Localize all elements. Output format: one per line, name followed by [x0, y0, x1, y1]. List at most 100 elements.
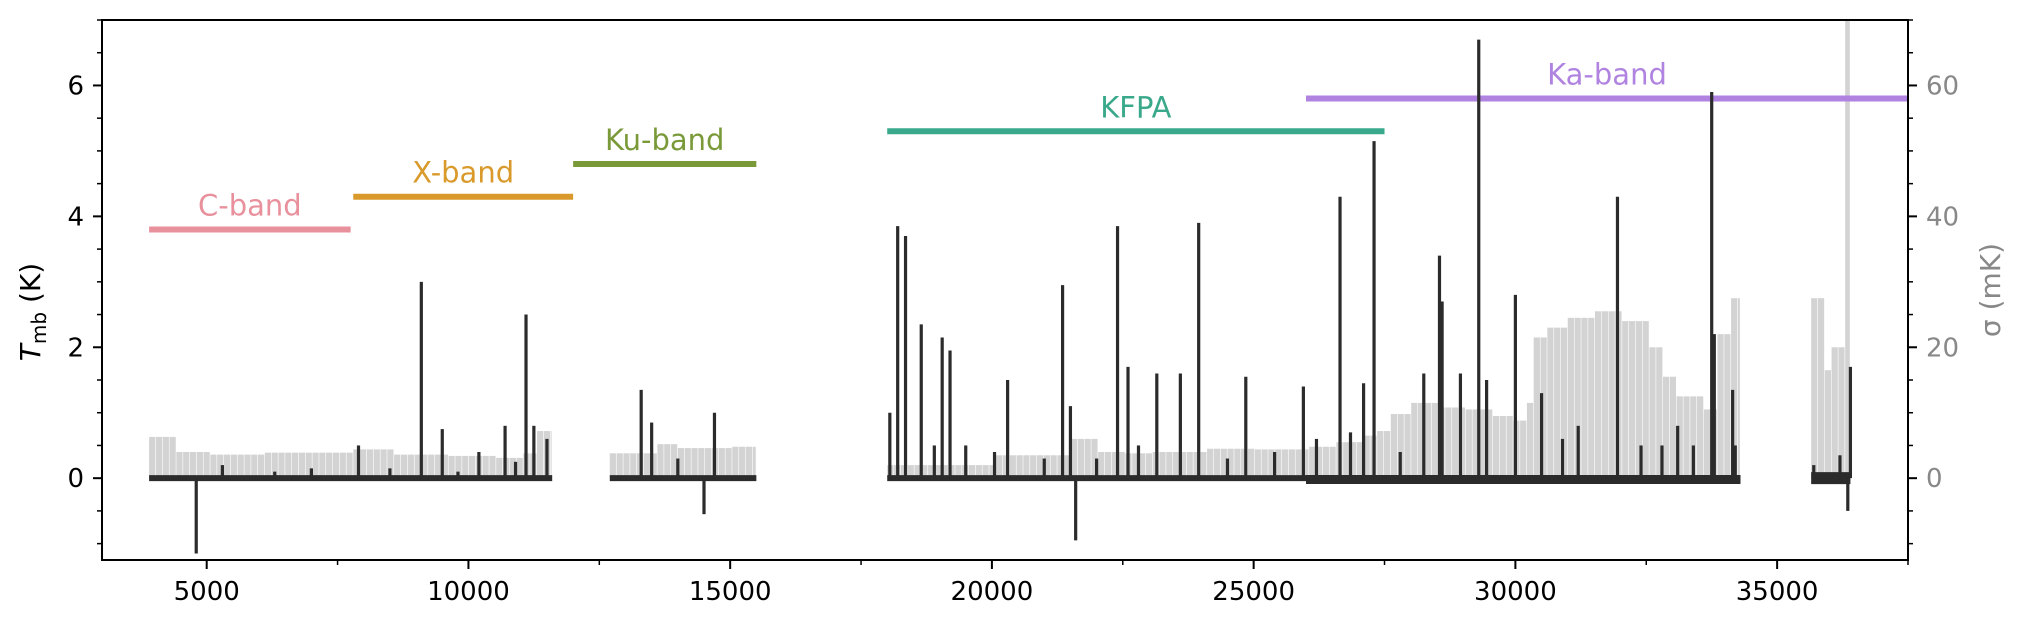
y-axis-label-main: T — [14, 342, 47, 361]
noise-bar — [1118, 452, 1125, 479]
noise-bar — [1622, 321, 1629, 479]
noise-bar — [1016, 455, 1023, 479]
noise-bar — [1683, 396, 1690, 479]
noise-bar — [1452, 407, 1459, 479]
noise-bar — [1608, 311, 1615, 479]
noise-bar — [1526, 402, 1534, 479]
y-right-tick-label: 0 — [1926, 464, 1943, 494]
noise-bar — [732, 446, 739, 479]
noise-bar — [914, 465, 921, 479]
noise-bar — [1424, 402, 1432, 479]
noise-bar — [752, 446, 756, 479]
y-tick-label: 4 — [67, 202, 84, 232]
noise-bar — [1540, 337, 1547, 479]
noise-bar — [400, 454, 408, 479]
noise-bar — [725, 448, 732, 479]
noise-bar — [1322, 446, 1329, 479]
noise-bar — [360, 449, 367, 479]
band-markers: C-band X-band Ku-band KFPA Ka-band — [149, 58, 1908, 233]
noise-bar — [1077, 438, 1084, 479]
noise-bar — [1227, 448, 1234, 479]
noise-bar — [907, 465, 914, 479]
noise-bar — [169, 436, 176, 479]
noise-bar — [387, 449, 394, 479]
noise-bar — [941, 465, 948, 479]
noise-bar — [1009, 455, 1016, 479]
noise-bar — [353, 449, 360, 479]
noise-bar — [1247, 448, 1255, 479]
noise-bar — [292, 452, 299, 479]
x-tick-label: 15000 — [689, 577, 772, 607]
noise-bar — [1817, 298, 1825, 479]
noise-bar — [257, 454, 265, 479]
noise-bar — [650, 453, 657, 479]
noise-bar — [677, 448, 685, 479]
noise-bar — [1560, 327, 1568, 479]
noise-bar — [1213, 448, 1221, 479]
noise-bar — [1043, 455, 1050, 479]
noise-bar — [1431, 402, 1438, 479]
noise-bar — [380, 449, 387, 479]
noise-bar — [1845, 20, 1850, 479]
noise-bar — [1145, 453, 1153, 479]
noise-bar — [537, 431, 544, 479]
noise-bar — [448, 455, 455, 479]
noise-bar — [900, 465, 908, 479]
plot-frame — [101, 19, 1909, 561]
noise-bar — [623, 453, 630, 479]
noise-bar — [739, 446, 746, 479]
noise-bar — [1588, 317, 1595, 479]
y-axis-label: Tmb (K) — [14, 263, 51, 361]
noise-bar — [996, 455, 1003, 479]
noise-bar — [407, 454, 414, 479]
band-label-ka-band: Ka-band — [1547, 58, 1667, 92]
band-label-x-band: X-band — [412, 156, 514, 190]
noise-bar — [319, 452, 326, 479]
x-tick-label: 25000 — [1212, 577, 1295, 607]
noise-bar — [210, 454, 217, 479]
noise-bar — [1499, 416, 1506, 479]
noise-bar — [1084, 438, 1091, 479]
y-axis-right-label: σ (mK) — [1974, 243, 2007, 337]
noise-bar — [1349, 442, 1357, 479]
noise-bar — [1445, 407, 1452, 479]
band-label-kfpa: KFPA — [1100, 90, 1171, 124]
noise-bar — [312, 452, 319, 479]
noise-bar — [1288, 449, 1295, 479]
noise-bar — [339, 452, 346, 479]
noise-bar — [1159, 452, 1166, 479]
y-axis-label-unit: (K) — [14, 263, 47, 312]
noise-bar — [1390, 414, 1398, 479]
noise-bar — [968, 465, 976, 479]
spectrum — [149, 39, 1853, 554]
y-axis-label-sub: mb — [27, 312, 51, 344]
noise-bar — [251, 454, 258, 479]
noise-bar — [1207, 448, 1214, 479]
noise-bar — [1811, 298, 1818, 479]
noise-bar — [237, 454, 244, 479]
noise-bar — [1036, 455, 1044, 479]
noise-bar — [1268, 449, 1275, 479]
noise-bar — [1173, 452, 1180, 479]
noise-bar — [1139, 453, 1146, 479]
noise-bar — [1697, 396, 1704, 479]
noise-bar — [1356, 442, 1363, 479]
noise-bar — [1547, 327, 1554, 479]
noise-bar — [1166, 452, 1173, 479]
noise-bar — [1098, 452, 1105, 479]
noise-bar — [230, 454, 237, 479]
noise-bar — [298, 452, 306, 479]
noise-bar — [183, 452, 190, 479]
x-tick-label: 30000 — [1474, 577, 1557, 607]
noise-bar — [346, 452, 353, 479]
noise-bar — [1220, 448, 1227, 479]
band-label-c-band: C-band — [198, 188, 302, 222]
noise-bar — [955, 465, 962, 479]
noise-bar — [162, 436, 169, 479]
noise-bar — [1581, 317, 1588, 479]
noise-bars — [149, 20, 1850, 479]
noise-bar — [1838, 347, 1845, 479]
noise-bar — [1506, 416, 1513, 479]
noise-bar — [1465, 409, 1472, 479]
noise-bar — [441, 454, 448, 479]
